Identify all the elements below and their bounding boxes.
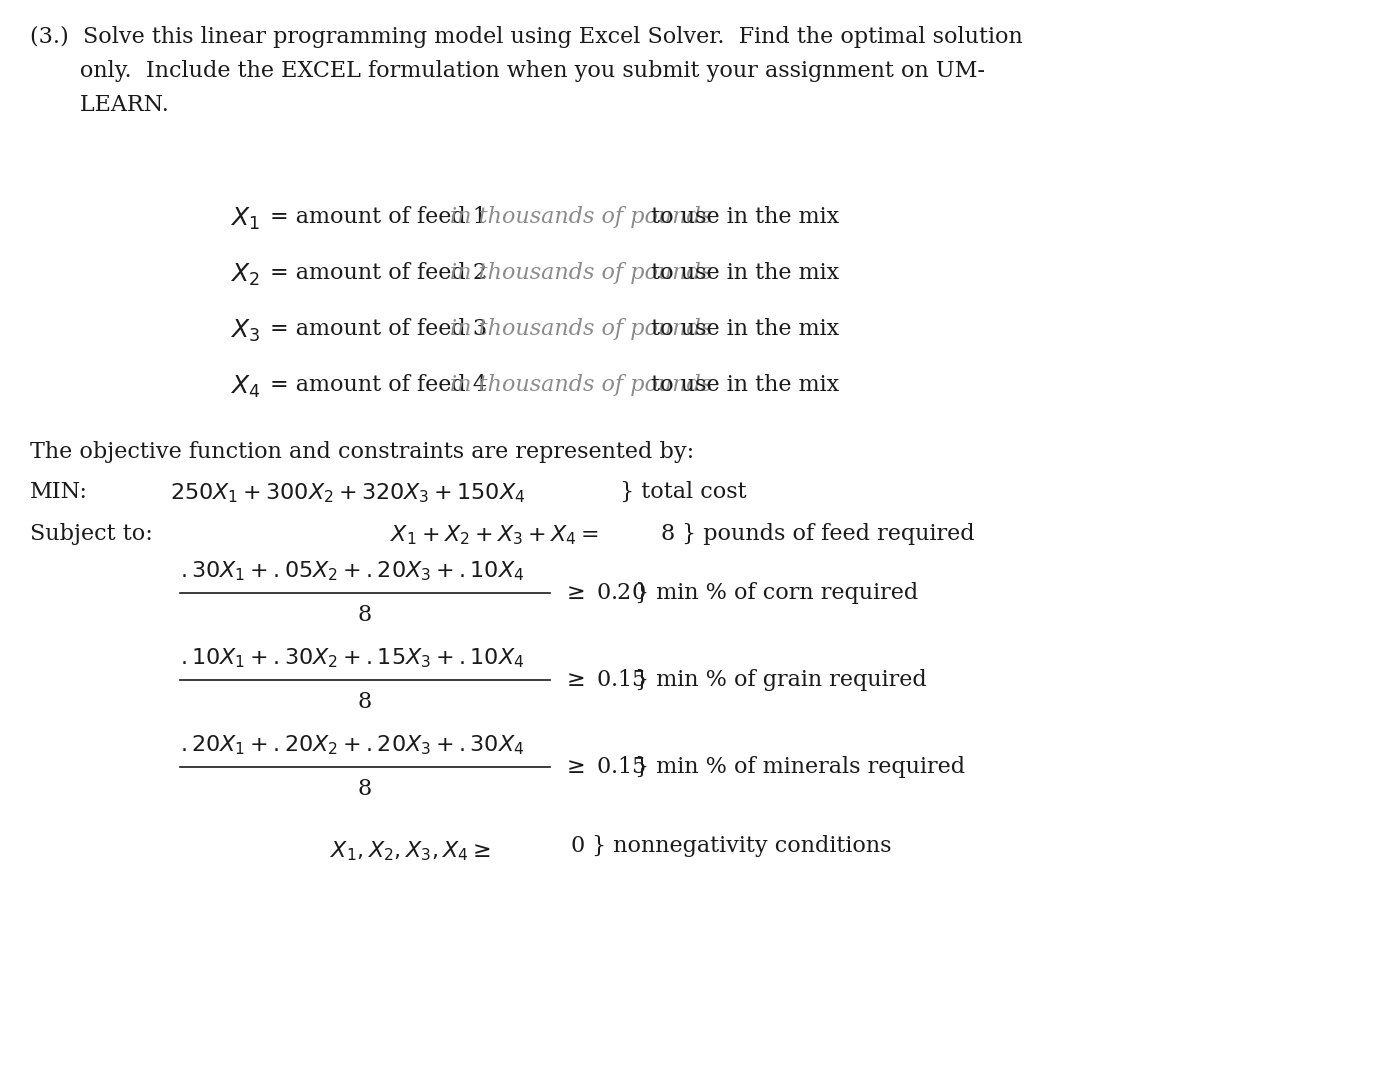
Text: $\geq$ 0.20: $\geq$ 0.20 bbox=[562, 582, 646, 604]
Text: in thousands of pounds: in thousands of pounds bbox=[450, 374, 713, 396]
Text: only.  Include the EXCEL formulation when you submit your assignment on UM-: only. Include the EXCEL formulation when… bbox=[29, 60, 986, 82]
Text: = amount of feed 2: = amount of feed 2 bbox=[270, 261, 493, 284]
Text: $X_4$: $X_4$ bbox=[231, 374, 260, 400]
Text: $X_1, X_2, X_3, X_4 \geq$: $X_1, X_2, X_3, X_4 \geq$ bbox=[330, 839, 491, 863]
Text: to use in the mix: to use in the mix bbox=[644, 318, 839, 340]
Text: 8: 8 bbox=[660, 523, 674, 546]
Text: $\geq$ 0.15: $\geq$ 0.15 bbox=[562, 669, 646, 691]
Text: = amount of feed 3: = amount of feed 3 bbox=[270, 318, 495, 340]
Text: $X_2$: $X_2$ bbox=[231, 261, 260, 288]
Text: LEARN.: LEARN. bbox=[29, 94, 169, 116]
Text: to use in the mix: to use in the mix bbox=[644, 261, 839, 284]
Text: in thousands of pounds: in thousands of pounds bbox=[450, 206, 713, 228]
Text: = amount of feed 4: = amount of feed 4 bbox=[270, 374, 493, 396]
Text: 0: 0 bbox=[570, 835, 584, 856]
Text: 8: 8 bbox=[358, 691, 372, 713]
Text: } min % of grain required: } min % of grain required bbox=[635, 669, 927, 691]
Text: to use in the mix: to use in the mix bbox=[644, 374, 839, 396]
Text: $.30X_1 + .05X_2 + .20X_3 + .10X_4$: $.30X_1 + .05X_2 + .20X_3 + .10X_4$ bbox=[180, 560, 524, 583]
Text: $X_3$: $X_3$ bbox=[231, 318, 260, 344]
Text: 8: 8 bbox=[358, 604, 372, 626]
Text: } min % of corn required: } min % of corn required bbox=[635, 582, 918, 604]
Text: } pounds of feed required: } pounds of feed required bbox=[682, 523, 974, 546]
Text: MIN:: MIN: bbox=[29, 481, 88, 502]
Text: } nonnegativity conditions: } nonnegativity conditions bbox=[591, 835, 892, 856]
Text: = amount of feed 1: = amount of feed 1 bbox=[270, 206, 493, 228]
Text: $.10X_1 + .30X_2 + .15X_3 + .10X_4$: $.10X_1 + .30X_2 + .15X_3 + .10X_4$ bbox=[180, 647, 524, 669]
Text: 8: 8 bbox=[358, 778, 372, 799]
Text: The objective function and constraints are represented by:: The objective function and constraints a… bbox=[29, 441, 695, 463]
Text: (3.)  Solve this linear programming model using Excel Solver.  Find the optimal : (3.) Solve this linear programming model… bbox=[29, 26, 1023, 48]
Text: $250X_1 + 300X_2 + 320X_3 + 150X_4$: $250X_1 + 300X_2 + 320X_3 + 150X_4$ bbox=[171, 481, 526, 505]
Text: in thousands of pounds: in thousands of pounds bbox=[450, 318, 713, 340]
Text: in thousands of pounds: in thousands of pounds bbox=[450, 261, 713, 284]
Text: Subject to:: Subject to: bbox=[29, 523, 152, 546]
Text: $\geq$ 0.15: $\geq$ 0.15 bbox=[562, 756, 646, 778]
Text: } total cost: } total cost bbox=[619, 481, 747, 502]
Text: $.20X_1 + .20X_2 + .20X_3 + .30X_4$: $.20X_1 + .20X_2 + .20X_3 + .30X_4$ bbox=[180, 733, 524, 756]
Text: $X_1$: $X_1$ bbox=[231, 206, 260, 232]
Text: } min % of minerals required: } min % of minerals required bbox=[635, 756, 965, 778]
Text: $X_1 + X_2 + X_3 + X_4 =$: $X_1 + X_2 + X_3 + X_4 =$ bbox=[390, 523, 598, 547]
Text: to use in the mix: to use in the mix bbox=[644, 206, 839, 228]
